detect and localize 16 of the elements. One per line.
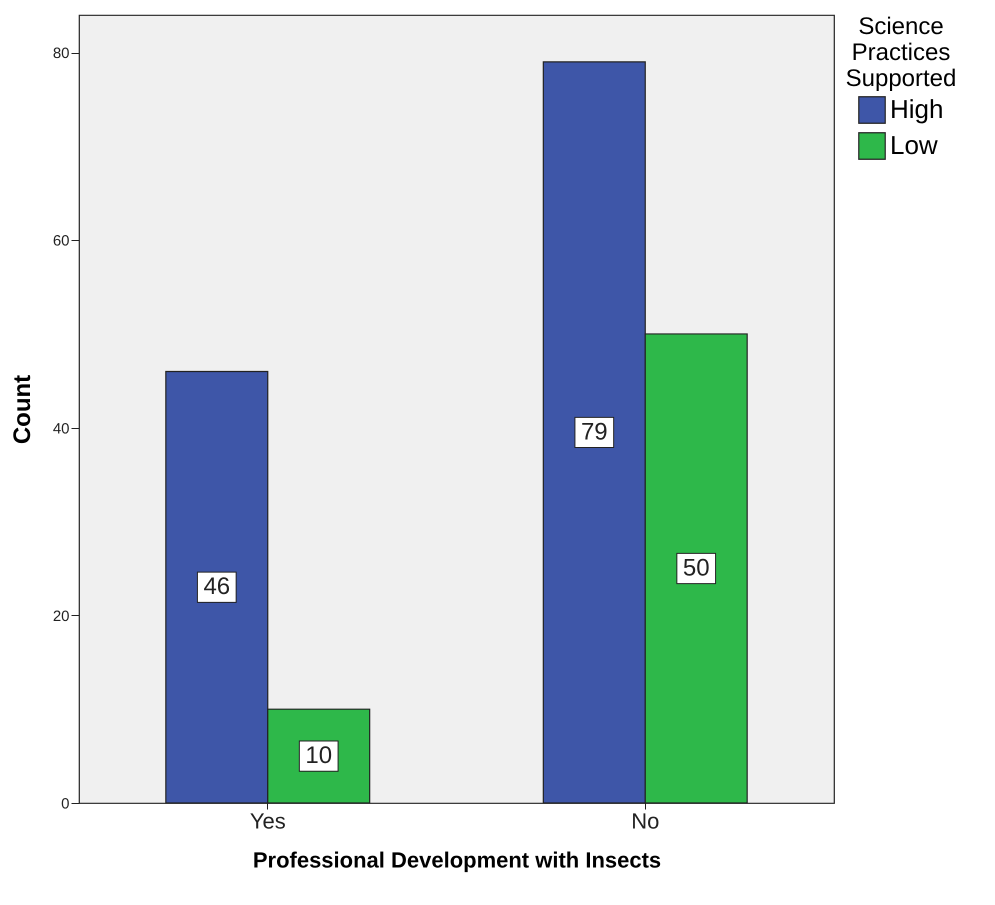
legend-label: Low [890,130,938,160]
legend-label: High [890,94,944,124]
data-label: 50 [682,554,710,582]
y-tick-label: 0 [61,796,70,812]
data-label: 79 [580,418,608,446]
data-label: 46 [203,573,230,600]
data-label: 10 [305,742,332,770]
legend-title: Science Practices Supported [846,13,956,92]
x-tick-label: Yes [250,808,286,834]
x-tick-label: No [631,808,660,834]
y-tick-label: 40 [52,420,70,438]
x-axis-title: Professional Development with Insects [252,848,662,872]
y-tick-label: 60 [52,232,70,250]
y-tick-label: 80 [52,45,70,62]
y-tick-label: 20 [52,608,70,625]
y-axis-title: Count [8,374,36,444]
